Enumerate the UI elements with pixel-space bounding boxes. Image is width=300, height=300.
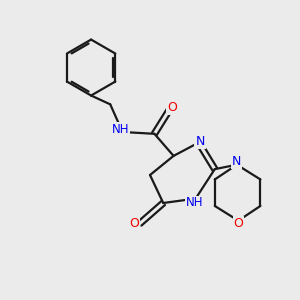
Text: O: O — [167, 101, 177, 114]
Text: O: O — [129, 217, 139, 230]
Text: N: N — [195, 135, 205, 148]
Text: NH: NH — [112, 123, 129, 136]
Text: O: O — [233, 217, 243, 230]
Text: NH: NH — [185, 196, 203, 209]
Text: N: N — [232, 155, 242, 168]
